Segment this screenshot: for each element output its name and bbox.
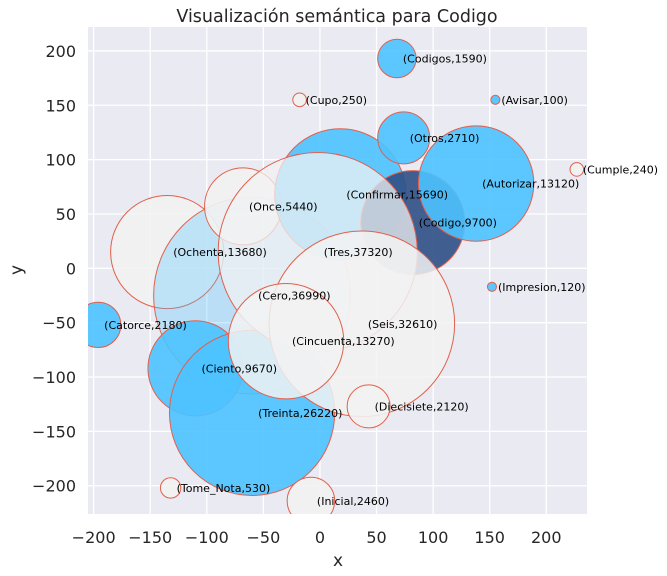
bubble-cumple — [569, 162, 585, 177]
bubble-tome-nota — [159, 477, 182, 499]
bubble-diecisiete-label: (Diecisiete,2120) — [375, 400, 469, 413]
bubble-cupo — [292, 92, 307, 108]
bubble-codigos-label: (Codigos,1590) — [403, 53, 487, 66]
x-tick-label: −200 — [72, 528, 116, 547]
bubble-cumple-label: (Cumple,240) — [583, 163, 658, 176]
bubble-cero-label: (Cero,36990) — [258, 290, 331, 303]
x-tick-label: 200 — [531, 528, 562, 547]
bubble-confirmar-label: (Confirmar,15690) — [346, 188, 448, 201]
bubble-tome-nota-label: (Tome_Nota,530) — [177, 482, 271, 495]
x-tick-label: 50 — [366, 528, 386, 547]
bubble-otros — [377, 111, 431, 165]
chart-title: Visualización semántica para Codigo — [176, 7, 497, 27]
x-tick-label: 0 — [315, 528, 325, 547]
bubble-autorizar-label: (Autorizar,13120) — [482, 178, 579, 191]
bubble-cincuenta — [227, 282, 345, 400]
y-tick-label: −100 — [32, 368, 76, 387]
bubble-catorce — [88, 301, 122, 348]
bubble-avisar-label: (Avisar,100) — [501, 94, 568, 107]
y-tick-label: 50 — [56, 205, 76, 224]
bubbles-layer — [88, 38, 585, 514]
bubble-autorizar — [417, 125, 535, 242]
bubble-otros-label: (Otros,2710) — [410, 132, 480, 145]
bubble-treinta-label: (Treinta,26220) — [258, 407, 342, 420]
bubble-impresion — [486, 281, 497, 292]
bubble-labels-layer: (Ochenta,13680) (Cero,36990) (Once,5440) (C… — [104, 53, 658, 508]
x-tick-label: 100 — [418, 528, 449, 547]
x-axis-title: x — [333, 551, 343, 571]
y-tick-label: −200 — [32, 477, 76, 496]
x-tick-label: −100 — [185, 528, 229, 547]
bubble-inicial-label: (Inicial,2460) — [317, 495, 389, 508]
bubble-codigos — [377, 38, 417, 79]
bubble-inicial — [286, 476, 336, 514]
bubble-impresion-label: (Impresion,120) — [498, 281, 586, 294]
bubble-seis-label: (Seis,32610) — [368, 318, 438, 331]
y-tick-labels: −200 −150 −100 −50 0 50 100 150 200 — [32, 42, 76, 496]
y-axis-title: y — [7, 265, 27, 275]
bubble-once-label: (Once,5440) — [249, 200, 318, 213]
bubble-cupo-label: (Cupo,250) — [306, 94, 367, 107]
y-tick-label: 0 — [66, 259, 76, 278]
bubble-cincuenta-label: (Cincuenta,13270) — [292, 335, 395, 348]
x-tick-label: −50 — [247, 528, 281, 547]
y-tick-label: 100 — [45, 151, 76, 170]
bubble-ochenta-label: (Ochenta,13680) — [173, 246, 267, 259]
bubble-ciento-label: (Ciento,9670) — [201, 362, 277, 375]
bubble-catorce-label: (Catorce,2180) — [104, 319, 187, 332]
y-tick-label: 200 — [45, 42, 76, 61]
x-tick-label: 150 — [474, 528, 505, 547]
bubble-diecisiete — [346, 384, 391, 429]
x-tick-labels: −200 −150 −100 −50 0 50 100 150 200 — [72, 528, 562, 547]
y-tick-label: −150 — [32, 422, 76, 441]
bubble-tres-label: (Tres,37320) — [324, 246, 393, 259]
x-tick-label: −150 — [128, 528, 172, 547]
y-tick-label: −50 — [42, 314, 76, 333]
y-tick-label: 150 — [45, 96, 76, 115]
bubble-codigo-label: (Codigo,9700) — [419, 217, 497, 230]
bubble-avisar — [490, 94, 501, 105]
